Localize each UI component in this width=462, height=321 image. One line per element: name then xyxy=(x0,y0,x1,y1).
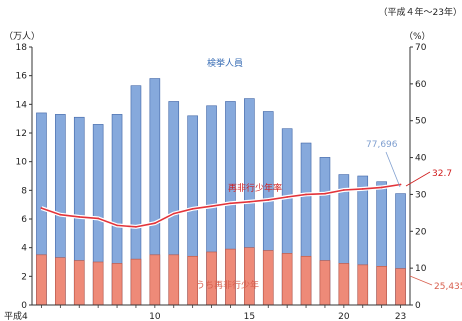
repeat-rate-point xyxy=(210,205,213,208)
left-tick-label: 14 xyxy=(16,100,28,110)
repeat-offender-bar xyxy=(55,257,66,306)
x-tick-label: 20 xyxy=(338,312,350,321)
left-tick-label: 16 xyxy=(16,72,28,82)
right-tick-label: 0 xyxy=(415,301,421,311)
left-tick-label: 6 xyxy=(21,215,27,225)
repeat-rate-line xyxy=(40,182,402,229)
repeat-offender-bar xyxy=(338,263,350,306)
repeat-rate-point xyxy=(229,202,232,205)
repeat-offender-bar xyxy=(376,265,387,306)
annotation-rate-last: 32.7 xyxy=(432,169,452,179)
repeat-offender-bar xyxy=(357,264,369,306)
repeat-offender-bar xyxy=(225,248,236,306)
repeat-rate-point xyxy=(59,213,62,216)
annotation-rate-leader xyxy=(405,171,431,187)
annotation-arrests-leader xyxy=(385,151,401,188)
repeat-offender-bar xyxy=(92,261,104,306)
annotation-arrests-last: 77,696 xyxy=(366,140,398,150)
repeat-rate-point xyxy=(380,186,383,189)
label-arrests: 検挙人員 xyxy=(207,57,243,69)
x-axis-ticks: 平成4 10 15 20 23 xyxy=(4,305,406,321)
repeat-rate-point xyxy=(248,200,251,203)
period-note: （平成４年～23年） xyxy=(379,6,462,18)
left-axis-ticks: 0 2 4 6 8 10 12 14 16 18 xyxy=(16,43,32,311)
repeat-rate-point xyxy=(78,216,81,218)
repeat-offender-bar xyxy=(244,247,255,306)
repeat-offender-bar xyxy=(300,255,312,306)
repeat-offender-bar xyxy=(262,250,274,306)
right-tick-label: 40 xyxy=(415,154,427,164)
repeat-rate-point xyxy=(172,212,175,215)
repeat-rate-point xyxy=(153,222,156,225)
repeat-rate-line-path xyxy=(41,183,401,228)
right-tick-label: 70 xyxy=(415,43,427,53)
label-repeat-rate: 再非行少年率 xyxy=(228,182,282,194)
repeat-offender-bar xyxy=(395,268,406,306)
right-tick-label: 50 xyxy=(415,117,427,127)
repeat-rate-point xyxy=(361,188,364,190)
left-tick-label: 10 xyxy=(16,158,28,168)
repeat-offender-bar xyxy=(319,260,331,306)
repeat-offender-bar xyxy=(149,254,161,306)
repeat-offender-bar xyxy=(73,260,85,306)
repeat-rate-point xyxy=(286,196,289,198)
repeat-rate-point xyxy=(116,224,118,227)
x-tick-label: 23 xyxy=(395,312,406,321)
x-tick-label: 平成4 xyxy=(4,310,28,321)
left-axis-unit: （万人） xyxy=(4,31,40,42)
left-tick-label: 18 xyxy=(16,43,28,53)
right-tick-label: 20 xyxy=(415,227,427,237)
repeat-offender-bar xyxy=(111,263,123,306)
right-tick-label: 30 xyxy=(415,190,427,200)
repeat-rate-point xyxy=(305,193,307,196)
x-tick-label: 10 xyxy=(149,312,161,321)
right-axis-ticks: 0 10 20 30 40 50 60 70 xyxy=(410,43,427,311)
right-tick-label: 60 xyxy=(415,80,427,90)
repeat-rate-point xyxy=(97,217,100,220)
repeat-offender-bar xyxy=(281,253,293,306)
repeat-rate-point xyxy=(324,192,326,195)
left-tick-label: 4 xyxy=(21,244,27,254)
annotation-sub-last: 25,435 xyxy=(434,282,462,292)
repeat-offender-bar xyxy=(130,258,142,306)
repeat-rate-point xyxy=(267,199,270,201)
left-tick-label: 0 xyxy=(21,301,27,311)
repeat-offender-bar xyxy=(36,254,47,306)
repeat-rate-point xyxy=(40,207,43,209)
annotation-sub-leader xyxy=(409,275,433,286)
repeat-offender-bar xyxy=(168,254,180,306)
repeat-offender-bars xyxy=(36,247,406,306)
repeat-rate-point xyxy=(399,183,402,186)
left-tick-label: 8 xyxy=(21,186,27,196)
x-tick-label: 15 xyxy=(244,312,255,321)
repeat-rate-point xyxy=(135,225,137,228)
right-tick-label: 10 xyxy=(415,264,427,274)
arrest-bars xyxy=(36,78,406,306)
right-axis-unit: （%） xyxy=(404,31,431,42)
label-repeat-offenders: うち再非行少年 xyxy=(196,279,259,291)
repeat-rate-point xyxy=(191,207,194,210)
repeat-offender-bar xyxy=(206,251,217,306)
left-tick-label: 2 xyxy=(21,272,27,282)
repeat-rate-point xyxy=(342,189,345,191)
left-tick-label: 12 xyxy=(16,129,27,139)
